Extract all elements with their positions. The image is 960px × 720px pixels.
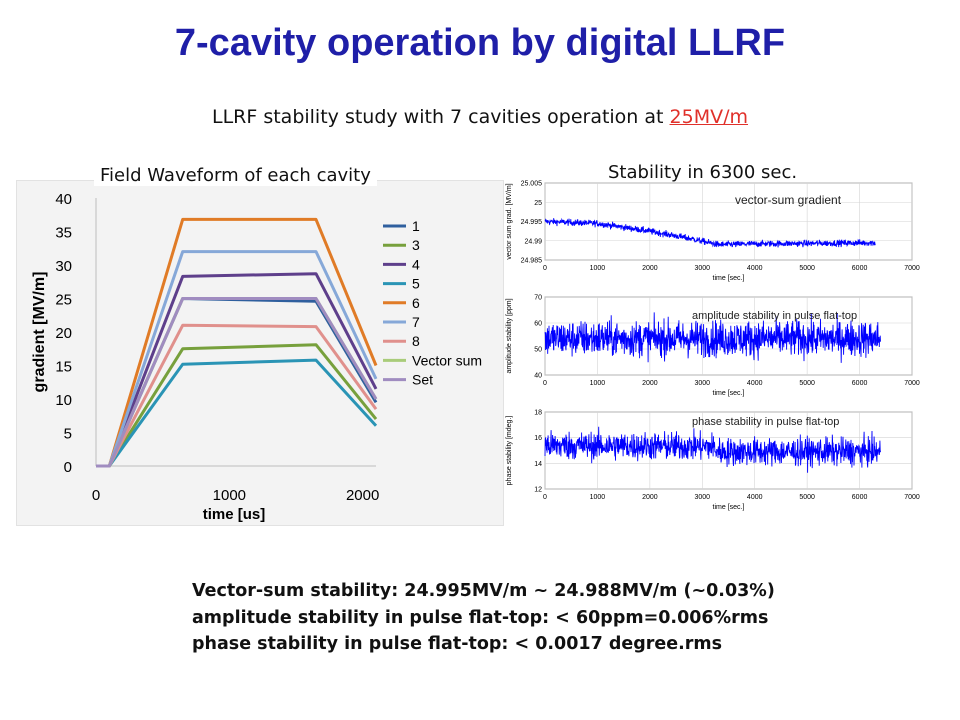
x-tick-label: 3000: [694, 380, 710, 387]
x-tick-label: 3000: [694, 494, 710, 501]
y-tick-label: 24.995: [521, 219, 543, 226]
subtitle: LLRF stability study with 7 cavities ope…: [0, 106, 960, 128]
x-tick-label: 6000: [852, 380, 868, 387]
left-y-tick-label: 15: [55, 359, 72, 376]
left-y-tick-label: 30: [55, 258, 72, 275]
x-tick-label: 7000: [904, 380, 920, 387]
legend-label: 7: [412, 314, 420, 330]
y-axis-title: phase stability [mdeg.]: [506, 416, 513, 486]
series-line-6: [96, 217, 378, 468]
stability-annotation: phase stability in pulse flat-top: [692, 416, 839, 428]
summary-line-vector-sum: Vector-sum stability: 24.995MV/m ~ 24.98…: [192, 581, 775, 601]
x-axis-title: time [sec.]: [713, 504, 745, 511]
legend-label: 1: [412, 218, 420, 234]
left-x-axis-title: time [us]: [203, 506, 266, 523]
y-tick-label: 25: [534, 200, 542, 207]
stability-trace-line: [544, 217, 876, 248]
x-tick-label: 6000: [852, 494, 868, 501]
legend-label: Vector sum: [412, 352, 482, 368]
left-x-tick-label: 0: [92, 487, 100, 504]
x-tick-label: 7000: [904, 494, 920, 501]
stability-annotation: amplitude stability in pulse flat-top: [692, 310, 857, 322]
x-axis-title: time [sec.]: [713, 390, 745, 397]
x-tick-label: 5000: [799, 265, 815, 272]
left-y-tick-label: 20: [55, 325, 72, 342]
x-tick-label: 4000: [747, 494, 763, 501]
y-tick-label: 70: [534, 295, 542, 302]
left-y-tick-label: 35: [55, 225, 72, 242]
y-axis-title: vector sum grad. [MV/m]: [506, 183, 513, 259]
legend-label: 3: [412, 237, 420, 253]
legend-label: Set: [412, 372, 433, 388]
y-tick-label: 25.005: [521, 181, 543, 188]
left-x-tick-label: 1000: [213, 487, 246, 504]
summary-line-phase: phase stability in pulse flat-top: < 0.0…: [192, 634, 723, 654]
y-tick-label: 40: [534, 373, 542, 380]
y-tick-label: 12: [534, 487, 542, 494]
series-line-set: [96, 297, 378, 468]
x-tick-label: 0: [543, 494, 547, 501]
legend-label: 4: [412, 256, 420, 272]
stability-annotation: vector-sum gradient: [735, 193, 842, 207]
subtitle-highlight: 25MV/m: [669, 106, 749, 128]
x-tick-label: 3000: [694, 265, 710, 272]
x-tick-label: 0: [543, 265, 547, 272]
y-axis-title: amplitude stability [ppm]: [506, 298, 513, 373]
right-chart-caption: Stability in 6300 sec.: [608, 162, 798, 183]
x-tick-label: 0: [543, 380, 547, 387]
legend-label: 5: [412, 276, 420, 292]
x-tick-label: 2000: [642, 265, 658, 272]
series-line-7: [96, 250, 378, 468]
x-tick-label: 4000: [747, 265, 763, 272]
x-tick-label: 6000: [852, 265, 868, 272]
y-tick-label: 60: [534, 321, 542, 328]
stability-trace-line: [544, 426, 881, 473]
y-tick-label: 50: [534, 347, 542, 354]
y-tick-label: 14: [534, 461, 542, 468]
left-y-tick-label: 25: [55, 292, 72, 309]
x-tick-label: 5000: [799, 380, 815, 387]
summary-text: Vector-sum stability: 24.995MV/m ~ 24.98…: [192, 578, 775, 658]
left-y-tick-label: 5: [64, 426, 72, 443]
stability-trace-line: [544, 312, 881, 363]
subtitle-prefix: LLRF stability study with 7 cavities ope…: [211, 106, 670, 128]
y-tick-label: 18: [534, 410, 542, 417]
x-tick-label: 7000: [904, 265, 920, 272]
left-y-tick-label: 10: [55, 392, 72, 409]
left-y-axis-title: gradient [MV/m]: [31, 272, 48, 393]
x-tick-label: 1000: [590, 265, 606, 272]
summary-line-amplitude: amplitude stability in pulse flat-top: <…: [192, 607, 769, 628]
left-y-tick-label: 40: [55, 191, 72, 208]
y-tick-label: 24.99: [524, 238, 542, 245]
x-tick-label: 1000: [590, 494, 606, 501]
left-chart-panel: [16, 180, 504, 526]
left-y-tick-label: 0: [64, 459, 72, 476]
y-tick-label: 24.985: [521, 258, 543, 265]
x-tick-label: 4000: [747, 380, 763, 387]
x-tick-label: 2000: [642, 380, 658, 387]
x-axis-title: time [sec.]: [713, 275, 745, 282]
left-chart-caption: Field Waveform of each cavity: [94, 165, 377, 186]
x-tick-label: 1000: [590, 380, 606, 387]
page-title: 7-cavity operation by digital LLRF: [174, 22, 786, 64]
y-tick-label: 16: [534, 435, 542, 442]
left-x-tick-label: 2000: [346, 487, 379, 504]
legend-label: 8: [412, 333, 420, 349]
x-tick-label: 5000: [799, 494, 815, 501]
x-tick-label: 2000: [642, 494, 658, 501]
legend-label: 6: [412, 295, 420, 311]
